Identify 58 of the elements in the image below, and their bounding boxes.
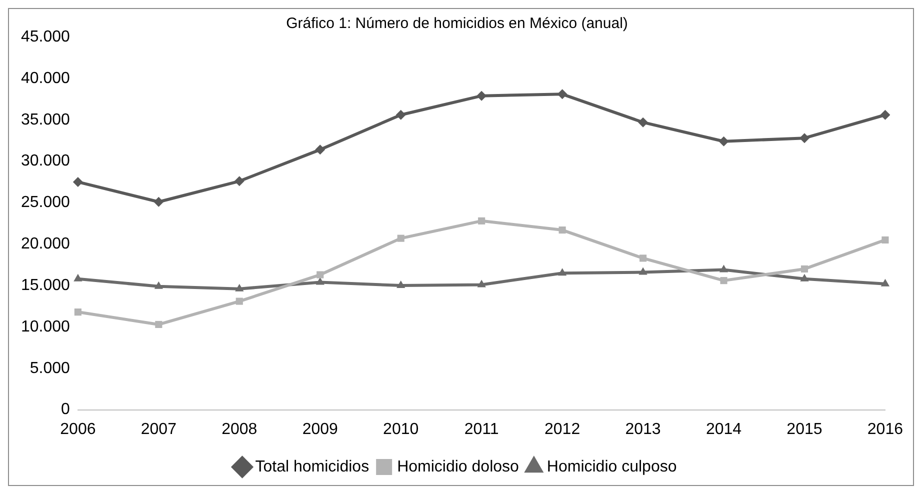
y-tick-label: 5.000 bbox=[30, 360, 70, 377]
x-tick-label: 2008 bbox=[222, 420, 258, 438]
y-tick-label: 15.000 bbox=[21, 276, 70, 294]
y-tick-label: 25.000 bbox=[21, 194, 70, 212]
point bbox=[638, 117, 648, 128]
legend-label: Homicidio doloso bbox=[397, 458, 520, 476]
point bbox=[234, 176, 244, 186]
point bbox=[478, 217, 486, 224]
point bbox=[397, 234, 404, 242]
y-tick-label: 40.000 bbox=[21, 70, 70, 87]
x-tick-label: 2009 bbox=[302, 420, 338, 438]
point bbox=[799, 133, 810, 144]
point bbox=[315, 144, 326, 155]
legend-label: Homicidio culposo bbox=[546, 458, 677, 476]
x-tick-label: 2015 bbox=[786, 420, 822, 438]
point bbox=[719, 264, 728, 272]
point bbox=[558, 226, 566, 234]
point bbox=[880, 110, 890, 120]
y-tick-label: 30.000 bbox=[21, 152, 70, 170]
point bbox=[800, 274, 809, 282]
y-tick-label: 45.000 bbox=[21, 28, 70, 46]
point bbox=[235, 284, 244, 292]
point bbox=[74, 308, 82, 316]
x-tick-label: 2012 bbox=[544, 420, 580, 438]
y-tick-label: 20.000 bbox=[21, 236, 70, 253]
x-tick-label: 2016 bbox=[867, 420, 904, 438]
point bbox=[154, 196, 164, 207]
point bbox=[396, 280, 406, 288]
legend-label: Total homicidios bbox=[255, 458, 370, 476]
y-tick-label: 35.000 bbox=[21, 111, 70, 128]
point bbox=[316, 277, 324, 285]
x-tick-label: 2013 bbox=[625, 420, 661, 438]
x-tick-label: 2014 bbox=[706, 420, 742, 438]
point bbox=[476, 90, 487, 101]
point bbox=[800, 265, 808, 272]
point bbox=[74, 274, 82, 282]
point bbox=[638, 267, 648, 275]
point bbox=[639, 254, 647, 262]
point bbox=[720, 277, 728, 284]
x-tick-label: 2011 bbox=[464, 420, 499, 438]
x-tick-label: 2006 bbox=[60, 420, 96, 438]
point bbox=[155, 320, 162, 328]
point bbox=[882, 236, 889, 244]
point bbox=[316, 271, 324, 278]
point bbox=[557, 89, 568, 100]
point bbox=[880, 278, 890, 286]
point bbox=[154, 281, 163, 289]
point bbox=[477, 280, 486, 288]
chart-title: Gráfico 1: Número de homicidios en México (anual) bbox=[286, 15, 628, 32]
x-tick-label: 2007 bbox=[140, 420, 177, 438]
x-tick-label: 2010 bbox=[383, 420, 419, 438]
point bbox=[718, 136, 729, 146]
y-tick-label: 10.000 bbox=[21, 318, 70, 336]
point bbox=[396, 110, 406, 120]
y-tick-label: 0 bbox=[61, 401, 70, 418]
point bbox=[558, 268, 567, 276]
point bbox=[72, 176, 83, 187]
point bbox=[236, 298, 243, 305]
